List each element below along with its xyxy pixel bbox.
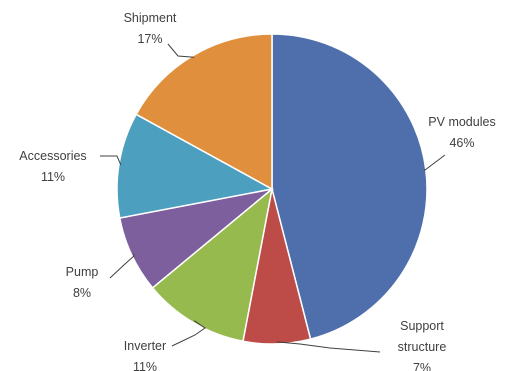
data-label-accessories: Accessories 11%	[19, 149, 86, 184]
data-label-value: 17%	[137, 32, 162, 46]
data-label-category: PV modules	[428, 115, 495, 129]
pie-slice-shipment	[135, 33, 273, 191]
data-label-category: Support	[400, 319, 444, 333]
leader-line-inverter	[171, 320, 206, 347]
data-label-value: 11%	[133, 360, 157, 371]
data-label-category: Inverter	[124, 339, 166, 353]
leader-line-support-structure	[276, 341, 381, 353]
data-label-value: 11%	[41, 170, 65, 184]
pie-slice-inverter	[151, 187, 274, 343]
data-label-category: Pump	[66, 265, 99, 279]
leader-line-shipment	[167, 43, 195, 58]
leader-line-accessories	[100, 155, 122, 166]
leader-line-pv-modules	[423, 154, 446, 171]
data-label-pv-modules: PV modules 46%	[428, 115, 495, 150]
data-label-value: 8%	[73, 286, 91, 300]
data-label-shipment: Shipment 17%	[124, 11, 177, 46]
data-label-category: Shipment	[124, 11, 177, 25]
data-label-support-structure: Support structure 7%	[398, 319, 447, 371]
data-label-category: structure	[398, 340, 447, 354]
data-label-pump: Pump 8%	[66, 265, 99, 300]
data-label-value: 46%	[449, 136, 474, 150]
data-label-inverter: Inverter 11%	[124, 339, 166, 371]
leader-line-pump	[109, 254, 135, 279]
data-label-value: 7%	[413, 361, 431, 371]
pie-slice-accessories	[116, 113, 275, 219]
data-label-category: Accessories	[19, 149, 86, 163]
